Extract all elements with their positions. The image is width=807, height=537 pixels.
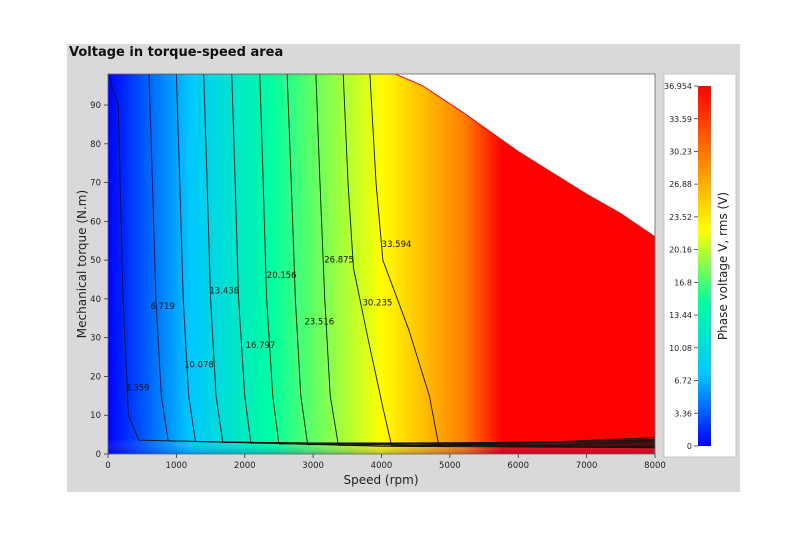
colorbar-tick-label: 36.954 [664, 82, 692, 91]
y-tick-label: 60 [90, 217, 101, 227]
colorbar-tick-label: 20.16 [669, 246, 692, 255]
colorbar-gradient [698, 86, 711, 446]
colorbar-tick-label: 13.44 [669, 311, 692, 320]
y-tick-label: 90 [90, 101, 101, 111]
y-axis: 0 10 20 30 40 50 60 70 80 90 [90, 101, 108, 460]
colorbar-ticks: 36.954 33.59 30.23 26.88 23.52 20.16 16.8 13.44… [664, 82, 698, 451]
colorbar-tick-label: 3.36 [674, 409, 692, 418]
contour-line-1 [108, 74, 655, 449]
y-tick-label: 40 [90, 295, 101, 305]
colorbar-tick-label: 26.88 [669, 180, 692, 189]
torque-envelope [108, 74, 655, 238]
y-tick-label: 80 [90, 140, 101, 150]
x-tick-label: 8000 [644, 461, 666, 471]
contour-label: 3.359 [125, 384, 149, 394]
x-tick-label: 0 [105, 461, 110, 471]
voltage-field [108, 74, 655, 454]
y-tick-label: 30 [90, 334, 101, 344]
x-tick-label: 2000 [234, 461, 256, 471]
x-tick-label: 4000 [371, 461, 393, 471]
x-tick-label: 7000 [576, 461, 598, 471]
y-tick-label: 70 [90, 179, 101, 189]
chart-title: Voltage in torque-speed area [69, 45, 284, 60]
contour-label: 33.594 [382, 240, 412, 250]
y-tick-label: 20 [90, 372, 101, 382]
colorbar-tick-label: 30.23 [669, 148, 692, 157]
colorbar-tick-label: 33.59 [669, 115, 692, 124]
contour-label: 6.719 [151, 302, 175, 312]
contour-line-10 [369, 74, 655, 447]
colorbar: 36.954 33.59 30.23 26.88 23.52 20.16 16.8 13.44… [663, 73, 737, 458]
y-tick-label: 0 [96, 450, 101, 460]
contour-line-9 [342, 74, 655, 447]
contour-label: 10.078 [184, 360, 214, 370]
colorbar-tick-label: 23.52 [669, 213, 692, 222]
y-tick-label: 50 [90, 256, 101, 266]
colorbar-label: Phase voltage V, rms (V) [716, 192, 730, 340]
colorbar-tick-label: 16.8 [674, 278, 692, 287]
x-tick-label: 6000 [507, 461, 529, 471]
x-tick-label: 5000 [439, 461, 461, 471]
colorbar-tick-label: 6.72 [674, 377, 692, 386]
contour-label: 30.235 [363, 298, 393, 308]
colorbar-tick-label: 10.08 [669, 344, 692, 353]
x-tick-label: 3000 [302, 461, 324, 471]
contour-label: 16.797 [246, 341, 276, 351]
contour-label: 20.156 [267, 271, 297, 281]
x-tick-label: 1000 [166, 461, 188, 471]
contour-label: 23.516 [304, 318, 334, 328]
colorbar-tick-label: 0 [687, 442, 692, 451]
plot-area: 3.359 6.719 10.078 13.438 16.797 20.156 23.516… [108, 74, 655, 454]
contour-label: 13.438 [209, 287, 239, 297]
contour-label: 26.875 [324, 256, 354, 266]
y-tick-label: 10 [90, 411, 101, 421]
x-axis: 0 1000 2000 3000 4000 5000 6000 7000 8000 [105, 454, 666, 471]
x-axis-label: Speed (rpm) [343, 473, 418, 487]
y-axis-label: Mechanical torque (N.m) [75, 190, 89, 338]
